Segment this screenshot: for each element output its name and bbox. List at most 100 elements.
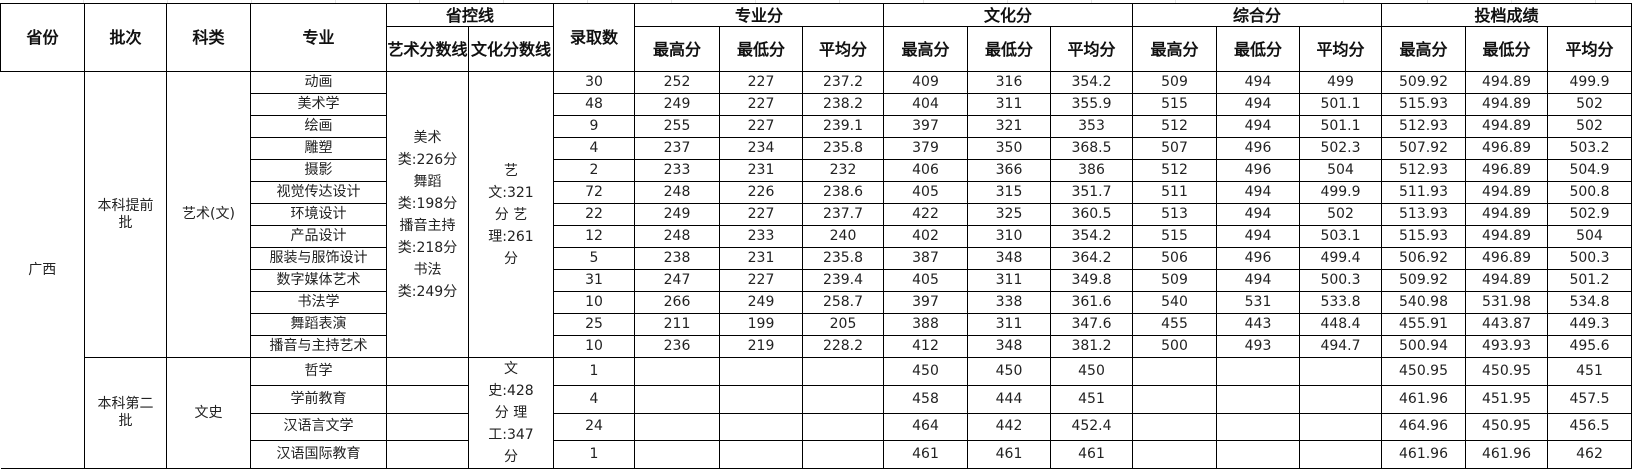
culture-avg-cell: 451 [1050,384,1133,414]
prof-avg-cell [802,357,884,386]
composite-max-cell: 507 [1132,137,1217,160]
prof-min-cell [719,357,803,386]
header-professional-max: 最高分 [634,26,720,72]
admitted-cell: 1 [553,440,635,469]
prof-max-cell: 255 [634,115,720,138]
table-row: 产品设计 12 248 233 240 402 310 354.2 515 494 503.1 515… [1,225,1632,248]
culture-avg-cell: 452.4 [1050,412,1133,442]
header-filing-avg: 平均分 [1547,26,1632,72]
culture-max-cell: 402 [883,225,968,248]
composite-min-cell [1216,412,1300,442]
prof-max-cell [634,440,720,469]
prof-max-cell: 266 [634,291,720,314]
filing-min-cell: 494.89 [1465,269,1548,292]
header-art-line: 艺术分数线 [386,26,469,72]
prof-max-cell: 249 [634,203,720,226]
admitted-cell: 72 [553,181,635,204]
prof-max-cell: 248 [634,225,720,248]
culture-max-cell: 405 [883,181,968,204]
filing-max-cell: 461.96 [1381,384,1466,414]
culture-max-cell: 387 [883,247,968,270]
header-professional: 专业分 [634,3,884,27]
composite-min-cell: 443 [1216,313,1300,336]
prof-min-cell: 227 [719,203,803,226]
composite-max-cell: 455 [1132,313,1217,336]
prof-min-cell: 199 [719,313,803,336]
culture-min-cell: 444 [967,384,1051,414]
prof-avg-cell: 240 [802,225,884,248]
major-cell: 哲学 [250,357,387,386]
composite-max-cell: 509 [1132,71,1217,94]
composite-max-cell: 513 [1132,203,1217,226]
filing-min-cell: 494.89 [1465,203,1548,226]
major-cell: 汉语言文学 [250,412,387,442]
table-row: 环境设计 22 249 227 237.7 422 325 360.5 513 494 502 513… [1,203,1632,226]
composite-avg-cell: 494.7 [1299,335,1382,358]
filing-max-cell: 513.93 [1381,203,1466,226]
batch-cell: 本科第二批 [84,357,167,469]
culture-min-cell: 348 [967,335,1051,358]
filing-avg-cell: 502 [1547,93,1632,116]
filing-min-cell: 496.89 [1465,159,1548,182]
header-admitted: 录取数 [553,3,635,72]
admitted-cell: 31 [553,269,635,292]
admitted-cell: 10 [553,291,635,314]
composite-min-cell: 494 [1216,71,1300,94]
culture-min-cell: 311 [967,269,1051,292]
prof-max-cell: 238 [634,247,720,270]
prof-avg-cell [802,412,884,442]
filing-avg-cell: 495.6 [1547,335,1632,358]
prof-max-cell: 236 [634,335,720,358]
prof-max-cell [634,384,720,414]
composite-avg-cell: 500.3 [1299,269,1382,292]
composite-avg-cell: 504 [1299,159,1382,182]
culture-min-cell: 311 [967,93,1051,116]
prof-avg-cell: 237.2 [802,71,884,94]
table-row: 广西 本科提前批 艺术(文) 动画 美术类:226分 舞蹈类:198分 播音主持类:21… [0,71,1632,469]
prof-min-cell: 227 [719,269,803,292]
culture-avg-cell: 386 [1050,159,1133,182]
prof-max-cell: 247 [634,269,720,292]
composite-avg-cell [1299,357,1382,386]
major-cell: 播音与主持艺术 [250,335,387,358]
composite-max-cell [1132,357,1217,386]
composite-min-cell: 494 [1216,225,1300,248]
filing-avg-cell: 504.9 [1547,159,1632,182]
major-cell: 视觉传达设计 [250,181,387,204]
culture-max-cell: 464 [883,412,968,442]
filing-avg-cell: 502.9 [1547,203,1632,226]
table-row: 数字媒体艺术 31 247 227 239.4 405 311 349.8 509 494 500.… [1,269,1632,292]
major-cell: 摄影 [250,159,387,182]
header-culture-line: 文化分数线 [468,26,554,72]
culture-avg-cell: 368.5 [1050,137,1133,160]
filing-avg-cell: 457.5 [1547,384,1632,414]
table-row: 美术学 48 249 227 238.2 404 311 355.9 515 494 501.1 51… [1,93,1632,116]
filing-max-cell: 512.93 [1381,159,1466,182]
prof-max-cell: 233 [634,159,720,182]
culture-min-cell: 442 [967,412,1051,442]
composite-avg-cell [1299,412,1382,442]
composite-min-cell: 496 [1216,159,1300,182]
filing-max-cell: 506.92 [1381,247,1466,270]
culture-min-cell: 338 [967,291,1051,314]
culture-avg-cell: 347.6 [1050,313,1133,336]
composite-max-cell: 500 [1132,335,1217,358]
composite-min-cell [1216,384,1300,414]
composite-max-cell: 506 [1132,247,1217,270]
composite-min-cell: 531 [1216,291,1300,314]
header-composite-min: 最低分 [1216,26,1300,72]
filing-max-cell: 455.91 [1381,313,1466,336]
prof-max-cell [634,412,720,442]
major-cell: 数字媒体艺术 [250,269,387,292]
major-cell: 雕塑 [250,137,387,160]
major-cell: 环境设计 [250,203,387,226]
prof-min-cell [719,440,803,469]
composite-max-cell: 540 [1132,291,1217,314]
culture-min-cell: 461 [967,440,1051,469]
art-line-cell-empty [386,357,469,386]
major-cell: 学前教育 [250,384,387,414]
composite-avg-cell: 501.1 [1299,93,1382,116]
category-cell: 文史 [166,357,251,469]
composite-min-cell: 494 [1216,93,1300,116]
filing-avg-cell: 499.9 [1547,71,1632,94]
